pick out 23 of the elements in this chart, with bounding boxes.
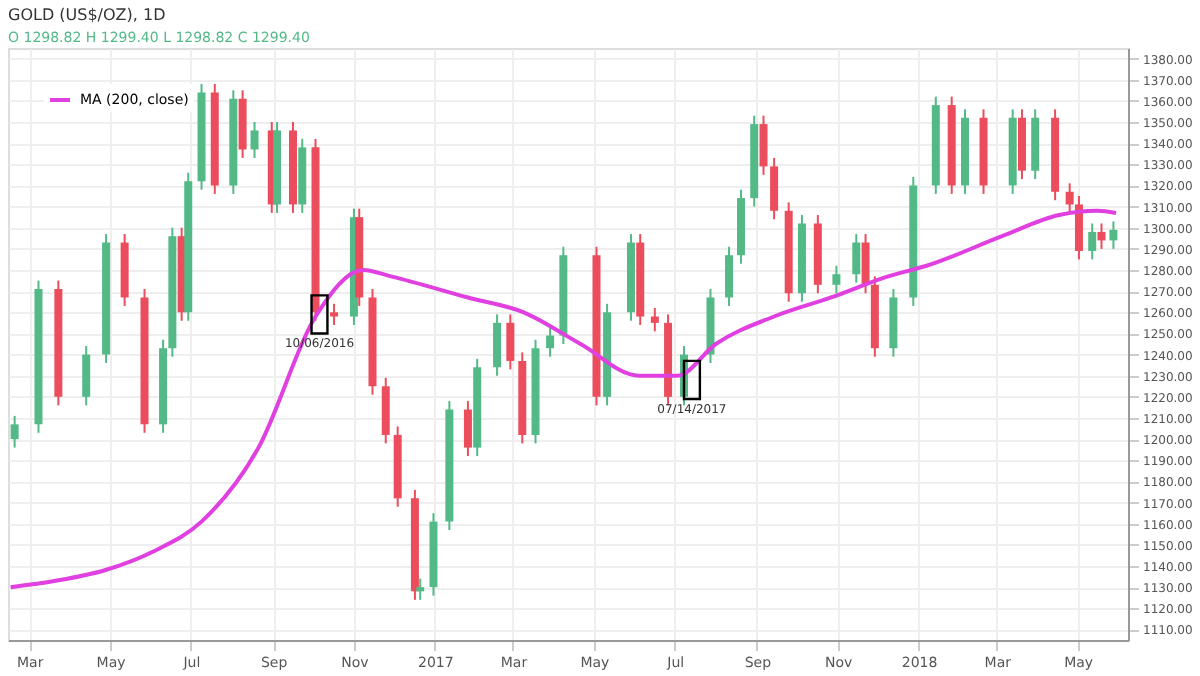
candlestick (1088, 222, 1097, 261)
candlestick (832, 264, 841, 295)
line-series (8, 208, 1119, 590)
candlestick (493, 313, 502, 377)
candlestick (852, 233, 861, 284)
candlestick (1074, 195, 1083, 261)
candlestick (759, 114, 768, 176)
candlestick (1109, 220, 1118, 250)
candlestick (1065, 182, 1074, 214)
candlestick (250, 121, 259, 159)
candlestick (861, 233, 870, 295)
candlestick (725, 245, 734, 307)
candlestick (1097, 222, 1106, 250)
candlestick (506, 313, 515, 371)
candlestick (463, 400, 472, 458)
candlestick (82, 345, 91, 407)
candlestick (650, 307, 659, 333)
candlestick (416, 577, 425, 601)
chart-title: GOLD (US$/OZ), 1D (8, 6, 166, 24)
candlestick (546, 326, 555, 358)
candlestick (10, 414, 19, 449)
candlestick (330, 302, 339, 326)
candlestick (770, 156, 779, 221)
